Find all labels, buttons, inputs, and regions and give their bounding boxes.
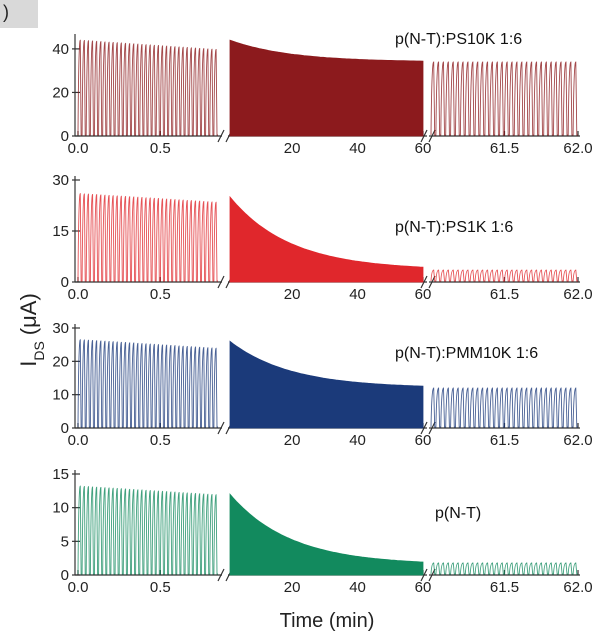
svg-text:IDS(μA): IDS (μA) — [16, 293, 47, 367]
series-right-pulses — [430, 387, 578, 428]
panel-3: 0 10 20 30 0.0 0.5 20 40 60 61.5 62.0 p(N-T):PMM10K… — [52, 320, 592, 449]
panel-2: 0 15 30 0.0 0.5 20 40 60 61.5 62.0 p(N-T):PS1K 1:6 — [52, 172, 592, 303]
x-tick-label: 62.0 — [563, 432, 592, 449]
series-right-pulses — [430, 61, 578, 136]
x-tick-label: 20 — [284, 432, 301, 449]
x-tick-label: 0.5 — [150, 432, 171, 449]
x-tick-label: 20 — [284, 286, 301, 303]
x-tick-label: 20 — [284, 579, 301, 596]
panel-4: 0 5 10 15 0.0 0.5 20 40 60 61.5 62.0 p(N-T) — [52, 466, 592, 596]
series-left-pulses — [77, 485, 218, 575]
y-tick-label: 0 — [61, 128, 69, 145]
x-tick-label: 61.5 — [490, 432, 519, 449]
axis-break-mark — [428, 421, 436, 435]
x-tick-label: 40 — [349, 286, 366, 303]
y-tick-label: 20 — [52, 84, 69, 101]
series-left-pulses — [77, 193, 218, 282]
axis-break-mark — [217, 129, 225, 143]
x-tick-label: 62.0 — [563, 286, 592, 303]
x-tick-label: 40 — [349, 140, 366, 157]
x-tick-label: 61.5 — [490, 286, 519, 303]
x-tick-label: 60 — [415, 579, 432, 596]
axis-break-mark — [217, 568, 225, 582]
x-tick-label: 61.5 — [490, 140, 519, 157]
y-tick-label: 30 — [52, 320, 69, 337]
y-tick-label: 40 — [52, 41, 69, 58]
series-label: p(N-T):PS10K 1:6 — [395, 31, 522, 48]
x-tick-label: 0.5 — [150, 140, 171, 157]
panel-letter: ) — [3, 2, 9, 22]
series-label: p(N-T):PS1K 1:6 — [395, 219, 513, 236]
x-tick-label: 0.0 — [68, 432, 89, 449]
x-tick-label: 20 — [284, 140, 301, 157]
x-tick-label: 0.0 — [68, 140, 89, 157]
x-axis-title: Time (min) — [280, 610, 375, 632]
y-axis-title-unit: (μA) — [16, 293, 41, 335]
y-tick-label: 5 — [61, 533, 69, 550]
axis-break-mark — [420, 568, 428, 582]
y-axis-title-sub: DS — [31, 341, 47, 360]
y-tick-label: 10 — [52, 387, 69, 404]
axis-break-mark — [420, 275, 428, 289]
y-tick-label: 10 — [52, 500, 69, 517]
x-tick-label: 0.5 — [150, 579, 171, 596]
y-tick-label: 0 — [61, 274, 69, 291]
axis-break-mark — [420, 421, 428, 435]
axis-break-mark — [420, 129, 428, 143]
series-middle-filled — [229, 340, 424, 429]
x-tick-label: 60 — [415, 432, 432, 449]
x-tick-label: 61.5 — [490, 579, 519, 596]
y-tick-label: 30 — [52, 172, 69, 189]
y-tick-label: 0 — [61, 420, 69, 437]
x-tick-label: 0.0 — [68, 579, 89, 596]
panel-letter-box: ) — [0, 0, 38, 28]
series-right-pulses — [430, 269, 578, 282]
series-middle-filled — [229, 493, 424, 576]
y-tick-label: 20 — [52, 353, 69, 370]
series-middle-filled — [229, 39, 424, 137]
x-tick-label: 40 — [349, 432, 366, 449]
series-label: p(N-T):PMM10K 1:6 — [395, 345, 538, 362]
y-tick-label: 0 — [61, 567, 69, 584]
x-tick-label: 60 — [415, 286, 432, 303]
series-label: p(N-T) — [435, 505, 481, 522]
series-left-pulses — [77, 39, 218, 136]
x-tick-label: 60 — [415, 140, 432, 157]
series-right-pulses — [430, 562, 578, 575]
panel-1: 0 20 40 0.0 0.5 20 40 60 61.5 62.0 p(N-T):PS10K 1:… — [52, 31, 592, 157]
series-left-pulses — [77, 339, 218, 428]
series-middle-filled — [229, 195, 424, 283]
y-axis-title-main: I — [16, 361, 41, 367]
x-tick-label: 62.0 — [563, 140, 592, 157]
axis-break-mark — [428, 129, 436, 143]
x-tick-label: 0.5 — [150, 286, 171, 303]
x-tick-label: 62.0 — [563, 579, 592, 596]
y-axis-title: IDS (μA) — [16, 293, 47, 367]
axis-break-mark — [217, 275, 225, 289]
y-tick-label: 15 — [52, 223, 69, 240]
axis-break-mark — [217, 421, 225, 435]
y-tick-label: 15 — [52, 466, 69, 483]
x-tick-label: 40 — [349, 579, 366, 596]
x-tick-label: 0.0 — [68, 286, 89, 303]
